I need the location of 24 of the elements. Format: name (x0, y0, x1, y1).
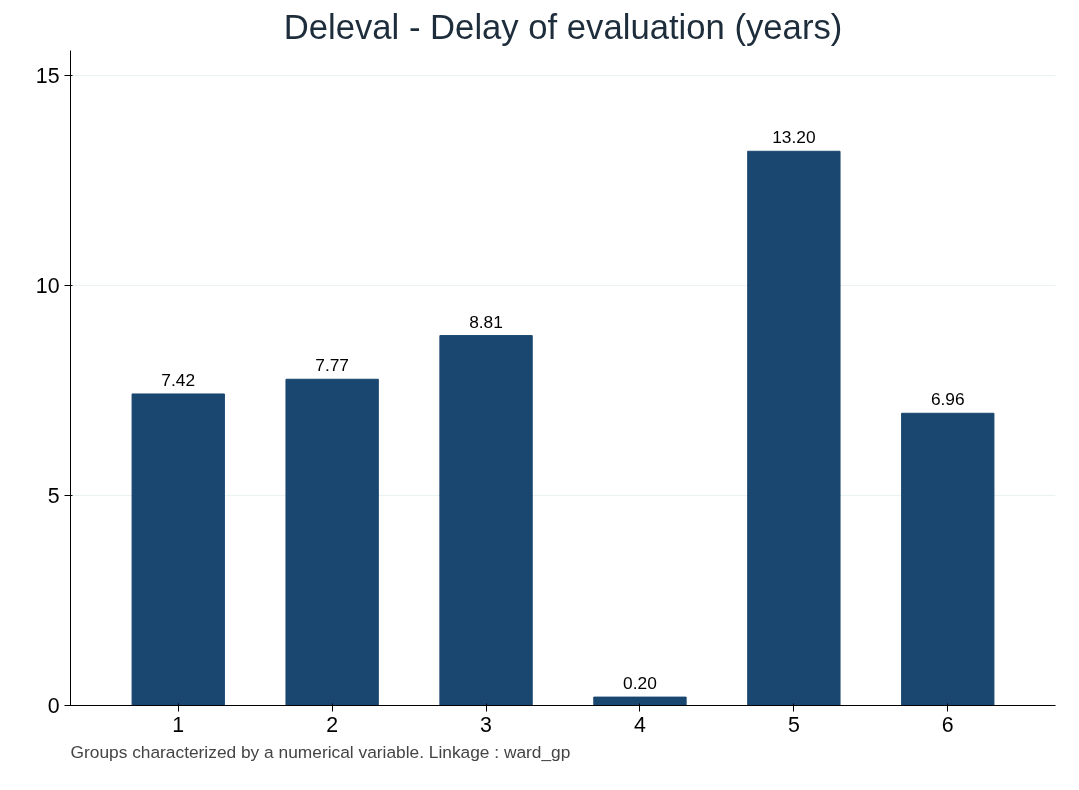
data-label: 0.20 (623, 673, 657, 694)
x-tick-label: 5 (787, 712, 800, 737)
x-tick-label: 3 (480, 712, 492, 737)
data-label: 7.42 (161, 369, 196, 390)
y-tick-label: 15 (35, 64, 60, 89)
y-tick-label: 5 (47, 484, 60, 509)
data-label: 7.77 (315, 355, 350, 376)
x-tick-label: 2 (326, 712, 339, 737)
bar (131, 393, 225, 706)
text: Groups characterized by a numerical variable. Linkage : ward_gp (70, 741, 571, 762)
data-label: 13.20 (772, 127, 816, 148)
x-tick-label: 1 (172, 712, 185, 737)
x-tick-label: 4 (634, 712, 647, 737)
bar (285, 378, 379, 706)
bar (901, 412, 995, 706)
x-tick-label: 6 (941, 712, 954, 737)
bar (439, 335, 533, 706)
y-tick-label: 10 (35, 274, 60, 299)
data-label: 8.81 (469, 311, 503, 332)
bar (747, 150, 841, 706)
data-label: 6.96 (930, 389, 965, 410)
y-tick-label: 0 (47, 694, 60, 718)
chart-title: Deleval - Delay of evaluation (years) (283, 7, 843, 46)
bar (593, 696, 687, 706)
